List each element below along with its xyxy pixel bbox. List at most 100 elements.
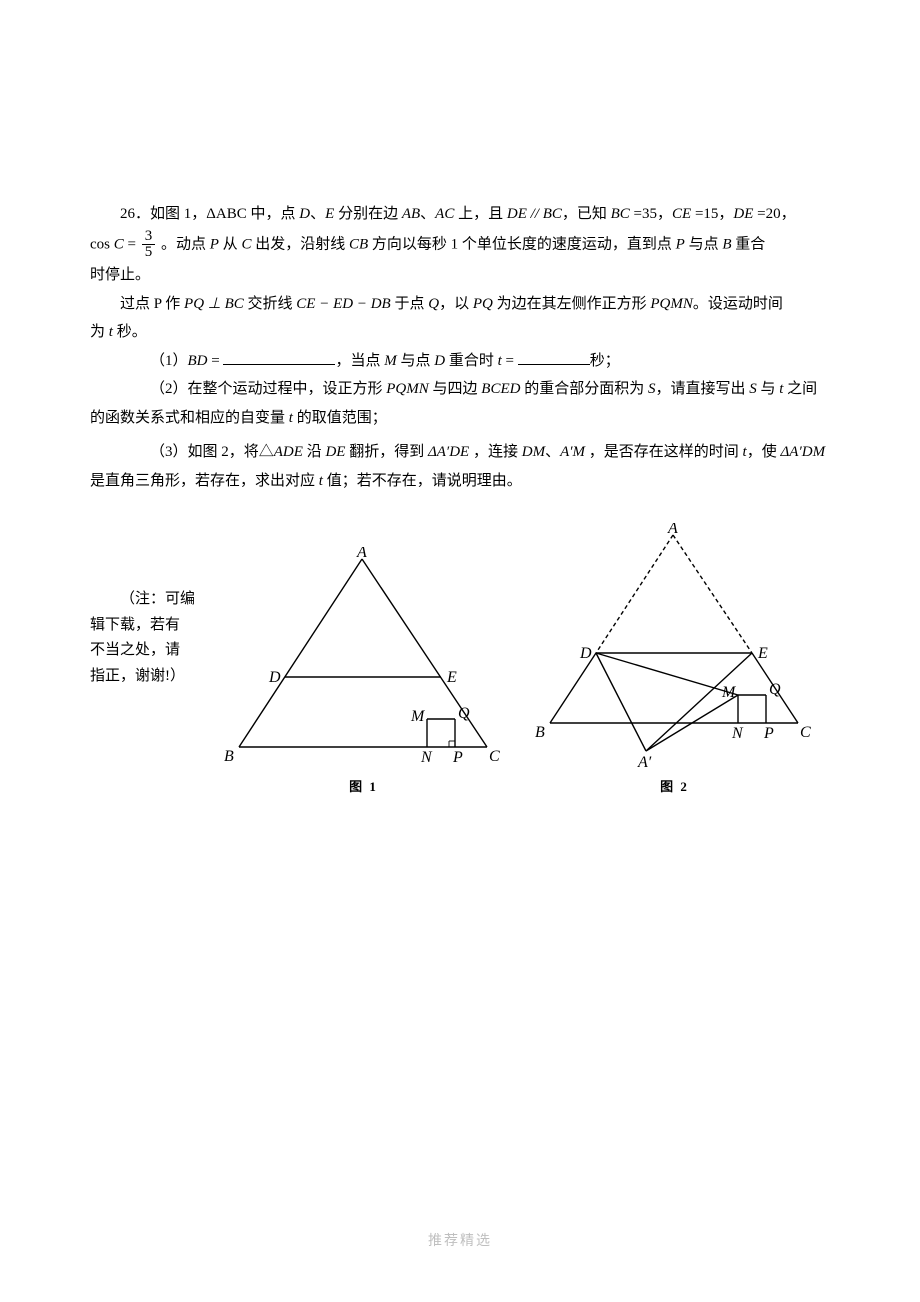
var: AB <box>402 206 420 222</box>
text: （2）在整个运动过程中，设正方形 <box>150 381 386 397</box>
svg-text:E: E <box>446 669 457 686</box>
text: 是直角三角形，若存在，求出对应 <box>90 473 319 489</box>
svg-text:A: A <box>356 547 367 561</box>
var: CE <box>672 206 691 222</box>
var: M <box>384 353 397 369</box>
figures-row: （注：可编 辑下载，若有 不当之处，请 指正，谢谢!） ABCDEMQNP 图 … <box>90 523 830 800</box>
question-3b: 是直角三角形，若存在，求出对应 t 值；若不存在，请说明理由。 <box>90 467 830 496</box>
text: 分别在边 <box>334 206 402 222</box>
var: BC <box>611 206 630 222</box>
var: D <box>434 353 445 369</box>
text: 的函数关系式和相应的自变量 <box>90 410 289 426</box>
figure-1-label: 图 1 <box>219 775 509 800</box>
var: AC <box>435 206 454 222</box>
math-expr: ΔA′DE <box>428 444 469 460</box>
figures-container: ABCDEMQNP 图 1 ABCDEMQNPA′ 图 2 <box>208 523 830 800</box>
fraction: 35 <box>142 229 156 262</box>
svg-text:N: N <box>420 749 433 766</box>
text: 。设运动时间 <box>693 296 783 312</box>
math-expr: PQ ⊥ BC <box>184 296 244 312</box>
var: C <box>114 236 124 252</box>
var: P <box>210 236 219 252</box>
problem-line-3: 过点 P 作 PQ ⊥ BC 交折线 CE − ED − DB 于点 Q，以 P… <box>90 290 830 319</box>
svg-text:N: N <box>731 725 744 742</box>
text: 。动点 <box>157 236 210 252</box>
var: C <box>241 236 251 252</box>
text: 与 <box>757 381 780 397</box>
svg-text:P: P <box>452 749 463 766</box>
problem-line-3b: 为 t 秒。 <box>90 318 830 347</box>
text: 上，且 <box>454 206 507 222</box>
svg-text:A′: A′ <box>637 754 652 769</box>
var: S <box>749 381 757 397</box>
text: 秒。 <box>113 324 147 340</box>
math-expr: ΔABC <box>206 206 247 222</box>
text: ，请直接写出 <box>655 381 749 397</box>
var: PQMN <box>650 296 693 312</box>
math-expr: CE − ED − DB <box>296 296 390 312</box>
text: 从 <box>219 236 242 252</box>
question-2: （2）在整个运动过程中，设正方形 PQMN 与四边 BCED 的重合部分面积为 … <box>90 375 830 404</box>
text: 与点 <box>685 236 723 252</box>
cos-lhs: cos <box>90 236 114 252</box>
text: 、 <box>545 444 560 460</box>
var: PQ <box>473 296 493 312</box>
figure-1: ABCDEMQNP 图 1 <box>219 547 509 800</box>
text: 过点 P 作 <box>120 296 184 312</box>
text: 方向以每秒 1 个单位长度的速度运动，直到点 <box>368 236 676 252</box>
text: 为边在其左侧作正方形 <box>493 296 651 312</box>
problem-line-2b: 时停止。 <box>90 261 830 290</box>
svg-text:P: P <box>763 725 774 742</box>
var: DE <box>325 444 345 460</box>
figure-2: ABCDEMQNPA′ 图 2 <box>530 523 820 800</box>
text: 于点 <box>391 296 429 312</box>
figure-2-svg: ABCDEMQNPA′ <box>530 523 820 769</box>
text: 交折线 <box>244 296 297 312</box>
svg-text:M: M <box>721 684 737 701</box>
var: BD <box>188 353 208 369</box>
text: 、 <box>310 206 325 222</box>
text: 与点 <box>397 353 435 369</box>
svg-text:B: B <box>535 724 545 741</box>
text: 重合 <box>732 236 766 252</box>
var: DE <box>733 206 753 222</box>
text: 的取值范围； <box>293 410 387 426</box>
eq: = <box>124 236 140 252</box>
math-expr: ΔA′DM <box>780 444 825 460</box>
text: 重合时 <box>445 353 498 369</box>
numerator: 3 <box>142 229 156 246</box>
problem-line-2: cos C = 35 。动点 P 从 C 出发，沿射线 CB 方向以每秒 1 个… <box>90 229 830 262</box>
var: CB <box>349 236 368 252</box>
var: PQMN <box>386 381 429 397</box>
svg-text:D: D <box>268 669 281 686</box>
text: 秒； <box>590 353 620 369</box>
question-1: （1）BD = ，当点 M 与点 D 重合时 t = 秒； <box>90 347 830 376</box>
text: ，以 <box>439 296 473 312</box>
text: = <box>502 353 518 369</box>
svg-text:E: E <box>757 645 768 662</box>
text: 、 <box>420 206 435 222</box>
text: 与四边 <box>429 381 482 397</box>
text: = <box>208 353 224 369</box>
text: （3）如图 2，将△ <box>150 444 274 460</box>
var: DM <box>522 444 545 460</box>
text: ，使 <box>747 444 781 460</box>
text: 的重合部分面积为 <box>520 381 648 397</box>
document-page: 26．如图 1，ΔABC 中，点 D、E 分别在边 AB、AC 上，且 DE /… <box>0 0 920 1302</box>
svg-text:Q: Q <box>458 705 470 722</box>
text: ，当点 <box>335 353 384 369</box>
fill-blank-1 <box>223 349 335 365</box>
text: 26．如图 1， <box>120 206 206 222</box>
text: 翻折，得到 <box>345 444 428 460</box>
denominator: 5 <box>142 245 156 261</box>
text: 之间 <box>783 381 817 397</box>
math-expr: DE // BC <box>507 206 562 222</box>
svg-text:B: B <box>224 748 234 765</box>
problem-line-1: 26．如图 1，ΔABC 中，点 D、E 分别在边 AB、AC 上，且 DE /… <box>90 200 830 229</box>
svg-text:A: A <box>667 523 678 537</box>
fill-blank-2 <box>518 349 590 365</box>
text: ，连接 <box>469 444 522 460</box>
note-line: 辑下载，若有 <box>90 613 200 639</box>
figure-2-label: 图 2 <box>530 775 820 800</box>
text: 为 <box>90 324 109 340</box>
